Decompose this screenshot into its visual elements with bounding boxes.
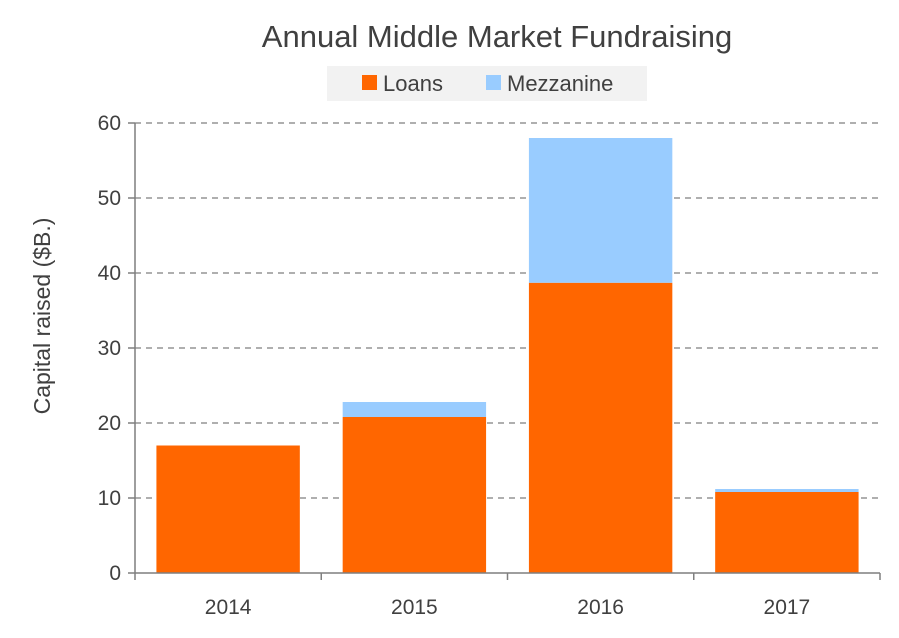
y-tick-label: 0 xyxy=(109,562,121,585)
chart-title: Annual Middle Market Fundraising xyxy=(262,19,732,54)
y-tick-label: 50 xyxy=(98,187,121,210)
gridlines xyxy=(135,122,880,499)
y-axis-tick-labels: 0 10 20 30 40 50 60 xyxy=(98,112,121,585)
bars xyxy=(156,138,859,573)
legend-label-loans: Loans xyxy=(383,71,443,96)
bar-loans-2017 xyxy=(715,492,859,573)
x-tick-label: 2016 xyxy=(577,596,624,619)
bar-loans-2014 xyxy=(156,445,300,573)
x-axis-tick-labels: 2014 2015 2016 2017 xyxy=(205,596,810,619)
legend-swatch-mezzanine xyxy=(486,75,501,90)
y-tick-label: 30 xyxy=(98,337,121,360)
y-tick-label: 20 xyxy=(98,412,121,435)
bar-loans-2015 xyxy=(342,417,487,573)
axes xyxy=(128,122,881,580)
legend-label-mezzanine: Mezzanine xyxy=(507,71,613,96)
y-tick-label: 10 xyxy=(98,487,121,510)
x-tick-label: 2015 xyxy=(391,596,438,619)
legend-swatch-loans xyxy=(362,75,377,90)
bar-mezzanine-2016 xyxy=(528,138,673,283)
y-tick-label: 60 xyxy=(98,112,121,135)
bar-mezzanine-2015 xyxy=(342,402,487,417)
x-tick-label: 2017 xyxy=(764,596,811,619)
x-tick-label: 2014 xyxy=(205,596,252,619)
y-axis-title: Capital raised ($B.) xyxy=(29,218,55,415)
bar-mezzanine-2017 xyxy=(715,489,859,492)
legend: Loans Mezzanine xyxy=(327,66,647,101)
bar-loans-2016 xyxy=(528,282,673,573)
y-tick-label: 40 xyxy=(98,262,121,285)
